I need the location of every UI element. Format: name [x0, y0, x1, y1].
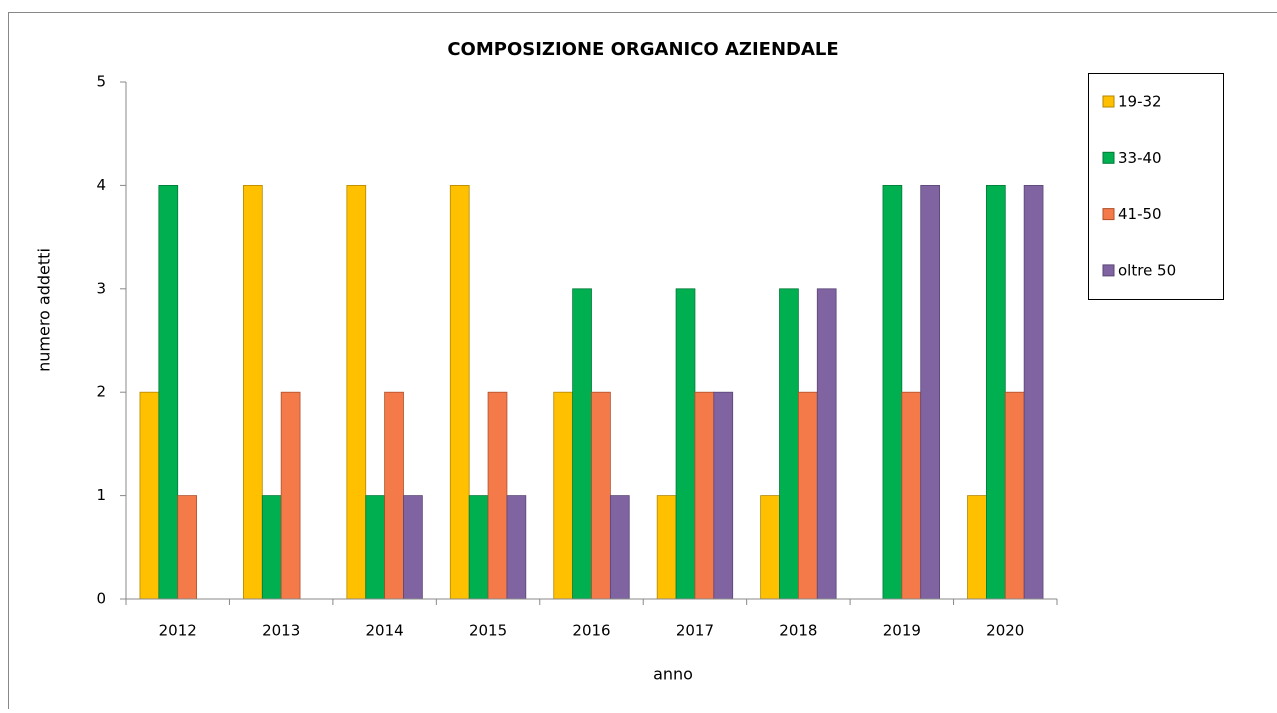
x-tick-label: 2016 — [572, 622, 610, 640]
bar — [178, 496, 197, 599]
x-axis-label: anno — [653, 665, 693, 684]
legend-label: 33-40 — [1118, 149, 1162, 167]
bar — [676, 289, 695, 599]
y-tick-label: 0 — [96, 590, 106, 608]
bar — [159, 185, 178, 599]
bar — [281, 392, 300, 599]
legend-swatch — [1103, 209, 1114, 220]
x-tick-label: 2018 — [779, 622, 817, 640]
bar — [507, 496, 526, 599]
bar — [450, 185, 469, 599]
bar — [986, 185, 1005, 599]
bar — [968, 496, 987, 599]
y-tick-label: 4 — [96, 176, 106, 194]
bar — [798, 392, 817, 599]
x-tick-label: 2017 — [676, 622, 714, 640]
bar — [140, 392, 159, 599]
bar — [714, 392, 733, 599]
bar — [883, 185, 902, 599]
bar — [657, 496, 676, 599]
y-tick-label: 2 — [96, 383, 106, 401]
bar — [817, 289, 836, 599]
x-tick-label: 2013 — [262, 622, 300, 640]
bar — [554, 392, 573, 599]
bar — [695, 392, 714, 599]
bar — [347, 185, 366, 599]
bar — [761, 496, 780, 599]
bar — [243, 185, 262, 599]
bar — [469, 496, 488, 599]
x-tick-label: 2020 — [986, 622, 1024, 640]
bar — [573, 289, 592, 599]
bar — [366, 496, 385, 599]
x-tick-label: 2019 — [883, 622, 921, 640]
bar — [385, 392, 404, 599]
legend-label: 19-32 — [1118, 93, 1162, 111]
bar — [610, 496, 629, 599]
bar — [1024, 185, 1043, 599]
x-tick-label: 2014 — [366, 622, 404, 640]
y-axis-label: numero addetti — [35, 248, 54, 372]
bar — [262, 496, 281, 599]
legend-label: oltre 50 — [1118, 261, 1176, 279]
bar — [403, 496, 422, 599]
legend-swatch — [1103, 152, 1114, 163]
bar — [592, 392, 611, 599]
y-tick-label: 5 — [96, 73, 106, 91]
chart-title: COMPOSIZIONE ORGANICO AZIENDALE — [447, 39, 838, 60]
legend-label: 41-50 — [1118, 205, 1162, 223]
x-tick-label: 2012 — [159, 622, 197, 640]
bar — [1005, 392, 1024, 599]
bar — [488, 392, 507, 599]
bar — [780, 289, 799, 599]
legend-swatch — [1103, 265, 1114, 276]
bar — [902, 392, 921, 599]
y-tick-label: 3 — [96, 279, 106, 297]
legend-swatch — [1103, 96, 1114, 107]
x-tick-label: 2015 — [469, 622, 507, 640]
y-tick-label: 1 — [96, 486, 106, 504]
bar — [921, 185, 940, 599]
